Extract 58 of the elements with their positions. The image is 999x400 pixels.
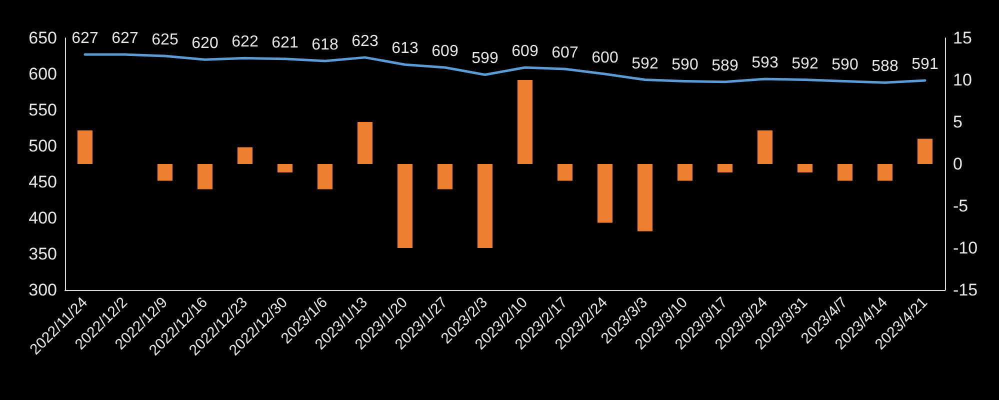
y-tick-label: 450 xyxy=(28,172,57,192)
data-label: 592 xyxy=(632,55,658,72)
data-label: 591 xyxy=(912,56,938,73)
y-tick-label: 500 xyxy=(28,136,57,156)
data-label: 607 xyxy=(552,44,578,62)
y2-tick-label: 10 xyxy=(953,70,972,90)
data-label: 593 xyxy=(752,54,778,72)
y2-tick-label: -5 xyxy=(953,196,968,216)
bar xyxy=(318,164,332,190)
data-label: 589 xyxy=(712,57,738,74)
y-tick-label: 550 xyxy=(28,100,57,120)
data-label: 599 xyxy=(472,50,498,68)
data-label: 623 xyxy=(352,32,378,50)
y-tick-label: 350 xyxy=(28,244,57,264)
bar xyxy=(878,164,892,181)
data-label: 627 xyxy=(112,30,138,48)
bar xyxy=(678,164,692,181)
y-tick-label: 400 xyxy=(28,208,57,228)
data-label: 590 xyxy=(832,56,858,74)
y2-tick-label: 5 xyxy=(953,112,962,132)
y2-tick-label: 0 xyxy=(953,154,962,174)
bar xyxy=(438,164,452,190)
data-label: 627 xyxy=(72,30,98,48)
y2-tick-label: -15 xyxy=(953,280,978,300)
bar xyxy=(758,130,772,164)
data-label: 592 xyxy=(792,55,818,72)
bar xyxy=(158,164,172,181)
bar xyxy=(598,164,612,223)
data-label: 622 xyxy=(232,34,258,51)
data-label: 618 xyxy=(312,36,338,54)
data-label: 625 xyxy=(152,32,178,48)
bar xyxy=(238,147,252,164)
data-label: 621 xyxy=(272,34,298,52)
data-label: 588 xyxy=(872,58,898,76)
data-label: 600 xyxy=(592,50,618,66)
y-tick-label: 300 xyxy=(28,280,57,300)
bar xyxy=(718,164,732,172)
bar xyxy=(278,164,292,172)
data-label: 609 xyxy=(432,43,458,60)
bar xyxy=(358,122,372,164)
y2-tick-label: -10 xyxy=(953,238,978,258)
bar xyxy=(638,164,652,232)
data-label: 613 xyxy=(392,40,418,58)
data-label: 609 xyxy=(512,43,538,60)
y-tick-label: 650 xyxy=(28,28,57,48)
bar xyxy=(398,164,412,248)
y-tick-label: 600 xyxy=(28,64,57,84)
bar xyxy=(518,80,532,164)
bar xyxy=(198,164,212,190)
bar xyxy=(478,164,492,248)
bar xyxy=(558,164,572,181)
bar xyxy=(838,164,852,181)
bar xyxy=(918,138,932,164)
data-label: 590 xyxy=(672,56,698,74)
bar xyxy=(78,130,92,164)
bar xyxy=(798,164,812,172)
y2-tick-label: 15 xyxy=(953,28,972,48)
data-label: 620 xyxy=(192,35,218,52)
